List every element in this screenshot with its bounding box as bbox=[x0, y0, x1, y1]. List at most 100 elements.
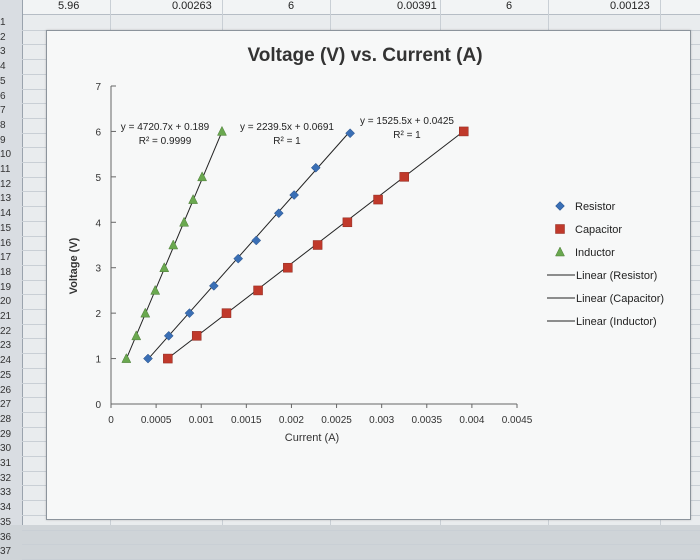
row-number[interactable]: 25 bbox=[0, 369, 12, 381]
row-number[interactable]: 17 bbox=[0, 252, 12, 264]
row-number[interactable]: 18 bbox=[0, 266, 12, 278]
row-number[interactable]: 29 bbox=[0, 428, 12, 440]
trendlines bbox=[125, 130, 465, 360]
inductor-data-point bbox=[188, 194, 199, 204]
cell[interactable]: 0.00263 bbox=[172, 0, 212, 12]
resistor-data-point bbox=[273, 208, 284, 219]
trendline-equation: y = 4720.7x + 0.189 bbox=[121, 122, 210, 133]
capacitor-data-point bbox=[399, 172, 409, 182]
resistor-data-point bbox=[163, 331, 174, 341]
row-number[interactable]: 24 bbox=[0, 355, 12, 367]
trendline-equation: y = 1525.5x + 0.0425 bbox=[360, 116, 454, 127]
row-number[interactable]: 3 bbox=[0, 46, 6, 58]
inductor-data-point bbox=[131, 330, 142, 341]
row-number[interactable]: 37 bbox=[0, 546, 12, 558]
row-number[interactable]: 13 bbox=[0, 193, 12, 205]
capacitor-data-point bbox=[459, 126, 469, 137]
row-number[interactable]: 14 bbox=[0, 208, 12, 220]
row-number[interactable]: 9 bbox=[0, 134, 6, 146]
row-gridline bbox=[22, 544, 700, 546]
y-tick-label: 1 bbox=[95, 355, 101, 366]
row-number[interactable]: 5 bbox=[0, 75, 6, 87]
legend-label: Inductor bbox=[575, 247, 615, 259]
row-number[interactable]: 16 bbox=[0, 237, 12, 249]
row-number[interactable]: 35 bbox=[0, 516, 12, 528]
row-number[interactable]: 34 bbox=[0, 502, 12, 514]
trendline-r2: R² = 0.9999 bbox=[139, 136, 192, 147]
row-number[interactable]: 19 bbox=[0, 281, 12, 293]
row-number[interactable]: 1 bbox=[0, 17, 6, 28]
row-number[interactable]: 26 bbox=[0, 384, 12, 396]
data-points bbox=[121, 125, 469, 364]
capacitor-data-point bbox=[283, 262, 293, 273]
resistor-data-point bbox=[233, 253, 244, 264]
row-number[interactable]: 12 bbox=[0, 178, 12, 190]
row-number[interactable]: 33 bbox=[0, 487, 12, 499]
row-number[interactable]: 2 bbox=[0, 31, 6, 43]
y-tick-label: 4 bbox=[95, 218, 101, 229]
inductor-data-point bbox=[197, 171, 208, 182]
legend[interactable]: Resistor Capacitor Inductor Linear (Resisto… bbox=[547, 201, 664, 328]
row-number[interactable]: 32 bbox=[0, 472, 12, 484]
row-number[interactable]: 30 bbox=[0, 443, 12, 455]
cell[interactable]: 5.96 bbox=[58, 0, 80, 12]
row-number[interactable]: 23 bbox=[0, 340, 12, 352]
x-tick-label: 0.0005 bbox=[141, 415, 172, 426]
y-axis-label: Voltage (V) bbox=[68, 237, 80, 294]
resistor-data-point bbox=[184, 308, 195, 318]
legend-label: Linear (Inductor) bbox=[576, 316, 657, 328]
row-number[interactable]: 6 bbox=[0, 90, 6, 102]
row-gridline bbox=[22, 529, 700, 531]
row-number[interactable]: 8 bbox=[0, 119, 6, 131]
inductor-data-point bbox=[150, 284, 161, 295]
capacitor-data-point bbox=[373, 194, 383, 205]
x-tick-label: 0.003 bbox=[369, 415, 394, 426]
trendline-equations: y = 2239.5x + 0.0691 R² = 1 y = 1525.5x + … bbox=[121, 116, 455, 147]
inductor-data-point bbox=[168, 239, 179, 250]
row-number[interactable]: 36 bbox=[0, 531, 12, 543]
cell[interactable]: 6 bbox=[506, 0, 513, 12]
row-number[interactable]: 28 bbox=[0, 413, 12, 425]
legend-label: Capacitor bbox=[575, 224, 622, 236]
resistor-data-point bbox=[289, 190, 300, 200]
y-tick-label: 3 bbox=[95, 264, 101, 275]
inductor-legend-marker bbox=[555, 246, 565, 257]
row-number[interactable]: 20 bbox=[0, 296, 12, 308]
row-number[interactable]: 10 bbox=[0, 149, 12, 161]
cell[interactable]: 0.00123 bbox=[610, 0, 650, 12]
legend-label: Resistor bbox=[575, 201, 616, 213]
x-tick-label: 0.0015 bbox=[231, 415, 262, 426]
row-number[interactable]: 31 bbox=[0, 458, 12, 469]
row-number[interactable]: 22 bbox=[0, 325, 12, 337]
x-tick-label: 0.004 bbox=[459, 415, 484, 426]
y-tick-label: 7 bbox=[95, 82, 101, 93]
trendline-equation: y = 2239.5x + 0.0691 bbox=[240, 122, 334, 133]
y-tick-label: 6 bbox=[95, 127, 101, 138]
row-number[interactable]: 27 bbox=[0, 399, 12, 411]
resistor-data-point bbox=[310, 162, 321, 173]
visible-data-row: 5.96 0.00263 6 0.00391 6 0.00123 bbox=[22, 0, 700, 15]
resistor-data-point bbox=[143, 353, 153, 364]
y-tick-label: 0 bbox=[95, 400, 101, 411]
row-number[interactable]: 7 bbox=[0, 105, 6, 117]
x-tick-label: 0.002 bbox=[279, 415, 304, 426]
trendline-r2: R² = 1 bbox=[273, 136, 301, 147]
capacitor-data-point bbox=[221, 308, 232, 318]
x-axis-label: Current (A) bbox=[285, 432, 339, 444]
chart-area[interactable]: Voltage (V) vs. Current (A) 0 1 2 3 4 5 6 7 0 0.0… bbox=[46, 30, 691, 520]
axes bbox=[110, 86, 518, 408]
trendline-r2: R² = 1 bbox=[393, 130, 421, 141]
row-number[interactable]: 4 bbox=[0, 61, 6, 73]
cell[interactable]: 0.00391 bbox=[397, 0, 437, 12]
x-tick-label: 0 bbox=[108, 415, 114, 426]
resistor-legend-marker bbox=[555, 201, 565, 211]
row-number[interactable]: 15 bbox=[0, 222, 12, 234]
inductor-data-point bbox=[121, 353, 132, 363]
row-number[interactable]: 11 bbox=[0, 164, 11, 175]
resistor-data-point bbox=[345, 128, 355, 139]
cell[interactable]: 6 bbox=[288, 0, 295, 12]
capacitor-data-point bbox=[253, 285, 263, 296]
inductor-data-point bbox=[179, 216, 189, 227]
row-number[interactable]: 21 bbox=[0, 311, 12, 322]
